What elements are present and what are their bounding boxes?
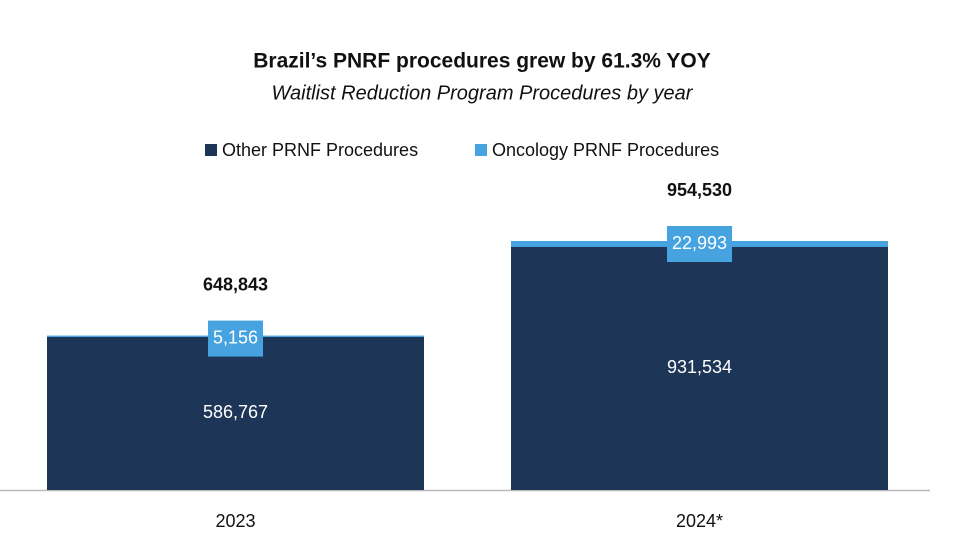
bar-segment: [511, 246, 888, 490]
legend-swatch: [475, 144, 487, 156]
total-label: 954,530: [667, 180, 732, 200]
bar-segment: [47, 336, 424, 490]
value-label: 5,156: [213, 327, 258, 347]
legend-label: Oncology PRNF Procedures: [492, 140, 719, 160]
x-tick-label: 2023: [215, 511, 255, 531]
legend-label: Other PRNF Procedures: [222, 140, 418, 160]
value-label: 22,993: [672, 233, 727, 253]
value-label-box: [207, 320, 264, 357]
legend-swatch: [205, 144, 217, 156]
total-label: 648,843: [203, 274, 268, 294]
value-label: 931,534: [667, 357, 732, 377]
value-label: 586,767: [203, 402, 268, 422]
chart-title: Brazil’s PNRF procedures grew by 61.3% Y…: [253, 50, 711, 73]
chart-subtitle: Waitlist Reduction Program Procedures by…: [272, 82, 694, 104]
value-label-box: [666, 226, 733, 262]
x-tick-label: 2024*: [676, 511, 723, 531]
